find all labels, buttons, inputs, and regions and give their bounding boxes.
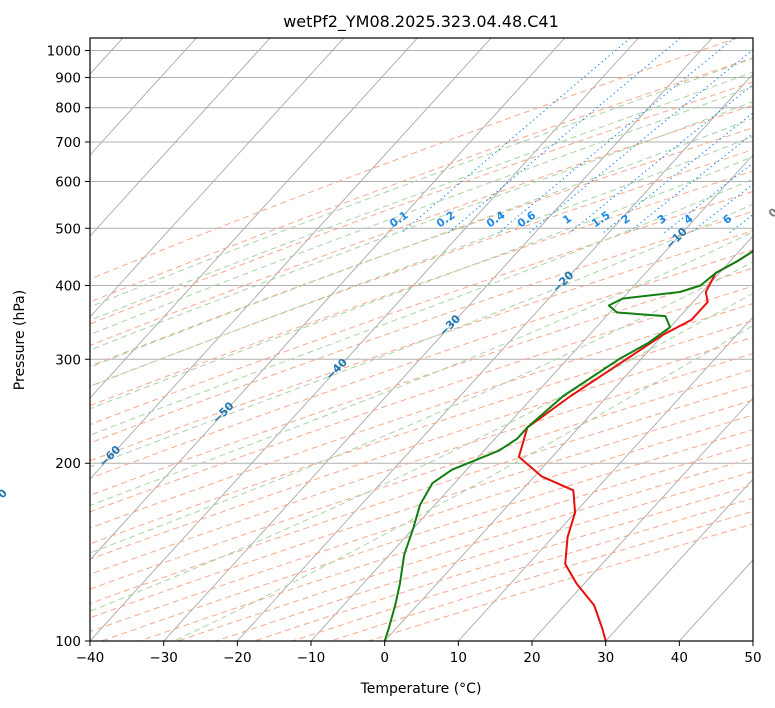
dry-adiabat-line — [90, 414, 753, 633]
plot-frame — [89, 37, 754, 642]
mixing-ratio-line — [728, 213, 753, 234]
mixing-ratio-line — [527, 49, 753, 234]
isotherm-line — [90, 38, 418, 399]
dry-adiabat-line — [330, 510, 753, 641]
mixing-ratio-line — [602, 112, 753, 234]
dry-adiabat-line — [254, 484, 753, 641]
isotherm-line — [90, 38, 271, 237]
isotherm-line — [531, 397, 753, 641]
y-tick-label: 400 — [55, 278, 81, 294]
mixing-ratio-line — [568, 83, 753, 234]
y-tick-label: 900 — [55, 71, 81, 87]
dry-adiabat-line — [90, 38, 738, 280]
x-tick-label: −20 — [223, 650, 252, 666]
mixing-ratio-label: 4 — [682, 212, 696, 227]
x-axis-ticks: −40 −30 −20 −10 0 10 20 30 40 50 — [76, 641, 762, 666]
isotherm-line — [90, 38, 197, 156]
dry-adiabat-line — [90, 57, 753, 303]
isotherm-line — [752, 640, 753, 641]
isotherm-line — [236, 73, 753, 641]
moist-adiabat-line — [90, 117, 753, 368]
moist-adiabat-line — [90, 155, 753, 410]
mixing-ratio-label: 0.6 — [515, 208, 539, 230]
dry-adiabat-line — [90, 285, 753, 513]
dry-adiabat-line — [90, 230, 753, 462]
mixing-ratio-label: 1 — [560, 212, 574, 227]
dry-adiabat-line — [90, 320, 753, 545]
dry-adiabat-line — [90, 149, 753, 387]
y-tick-label: 700 — [55, 135, 81, 151]
y-tick-label: 100 — [55, 634, 81, 650]
y-axis-label: Pressure (hPa) — [12, 290, 28, 390]
isotherm-line — [457, 316, 753, 641]
background-lines — [90, 38, 775, 641]
mixing-ratio-line — [626, 132, 753, 234]
y-tick-label: 800 — [55, 101, 81, 117]
x-tick-label: 50 — [744, 650, 761, 666]
moist-adiabat-line — [90, 178, 753, 436]
dry-adiabat-line — [90, 399, 753, 619]
isotherm-line — [163, 38, 713, 641]
isotherm-line — [90, 38, 566, 561]
isotherm-label: −70 — [0, 486, 10, 513]
moist-adiabat-line — [90, 231, 753, 507]
mixing-ratio-label: 0.4 — [484, 208, 508, 230]
x-tick-label: −30 — [149, 650, 178, 666]
dry-adiabat-line — [90, 267, 753, 496]
isotherm-line — [90, 38, 639, 641]
moist-adiabat-line — [90, 71, 753, 321]
mixing-ratio-label: 2 — [619, 212, 633, 227]
y-tick-label: 1000 — [47, 44, 81, 60]
moist-adiabat-line — [90, 203, 753, 468]
y-tick-label: 300 — [55, 352, 81, 368]
moist-adiabat-line — [90, 101, 753, 351]
x-tick-label: 0 — [380, 650, 389, 666]
mixing-ratio-line — [689, 183, 753, 234]
dry-adiabat-line — [90, 368, 753, 590]
dewpoint-trace — [383, 250, 753, 641]
mixing-ratio-line — [663, 162, 753, 234]
x-tick-label: −10 — [297, 650, 326, 666]
x-axis-label: Temperature (°C) — [360, 681, 482, 697]
dry-adiabat-line — [90, 190, 753, 426]
y-axis-ticks: 100 200 300 400 500 600 700 800 900 1000 — [47, 44, 90, 650]
dry-adiabat-line — [90, 210, 753, 444]
mixing-ratio-line — [447, 38, 681, 234]
moist-adiabat-line — [90, 85, 753, 336]
y-tick-label: 200 — [55, 456, 81, 472]
moist-adiabat-line — [173, 324, 753, 641]
mixing-ratio-line — [757, 38, 775, 233]
x-tick-label: 20 — [523, 650, 540, 666]
x-tick-label: 30 — [597, 650, 614, 666]
mixing-ratio-line — [400, 38, 631, 234]
dry-adiabat-line — [90, 170, 753, 407]
x-tick-label: 40 — [671, 650, 688, 666]
profile-traces — [383, 250, 753, 641]
x-tick-label: −40 — [76, 650, 105, 666]
chart-title: wetPf2_YM08.2025.323.04.48.C41 — [283, 12, 559, 32]
isotherm-line — [90, 38, 492, 480]
dry-adiabat-line — [368, 523, 753, 641]
y-tick-label: 600 — [55, 175, 81, 191]
mixing-ratio-line — [497, 38, 735, 234]
x-tick-label: 10 — [450, 650, 467, 666]
isotherm-line — [384, 235, 753, 641]
isotherm-label: 0 — [766, 205, 775, 220]
dry-adiabat-line — [139, 443, 753, 641]
moist-adiabat-line — [90, 261, 753, 554]
isotherm-line — [310, 154, 753, 641]
moist-adiabat-line — [90, 292, 753, 612]
moist-adiabat-line — [90, 57, 753, 308]
y-tick-label: 500 — [55, 221, 81, 237]
dry-adiabat-line — [177, 457, 753, 641]
isotherm-line — [90, 38, 345, 318]
mixing-ratio-label: 1.5 — [589, 208, 612, 230]
